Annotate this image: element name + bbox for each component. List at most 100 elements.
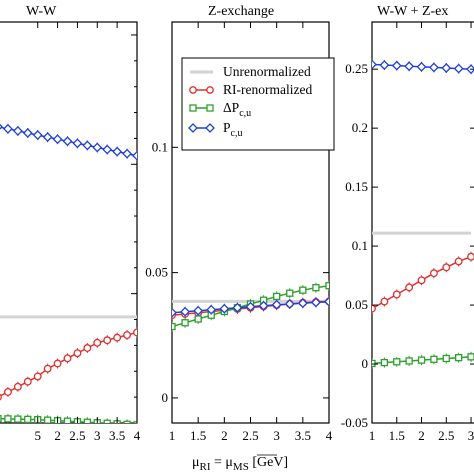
data-point <box>93 338 102 347</box>
data-point <box>52 134 63 145</box>
data-point <box>194 315 202 323</box>
data-point <box>193 305 204 316</box>
x-tick-label: 3.5 <box>295 428 311 443</box>
data-point <box>392 290 401 299</box>
legend-marker-delta-a <box>189 104 197 112</box>
x-tick-label: 1 <box>369 428 376 443</box>
data-point <box>284 299 295 309</box>
x-tick-label: 2 <box>418 428 425 443</box>
panel-wwz-title: W-W + Z-ex <box>377 4 448 19</box>
data-point <box>132 150 137 161</box>
data-point <box>273 292 281 301</box>
data-point <box>455 354 463 362</box>
data-point <box>393 358 401 366</box>
y-tick-label: 0.05 <box>345 297 368 312</box>
x-tick-label: 1 <box>169 428 176 443</box>
x-tick-label: 2.5 <box>438 428 454 443</box>
panel-ww-title: W-W <box>26 4 57 19</box>
panel-z-title: Z-exchange <box>208 4 274 19</box>
data-point <box>3 123 13 134</box>
x-tick-label: 5 <box>34 428 41 443</box>
data-point <box>83 344 92 352</box>
y-tick-label: 0.1 <box>352 238 368 253</box>
data-point <box>417 356 426 364</box>
data-point <box>83 418 92 423</box>
legend-label-p: Pc,u <box>223 120 242 139</box>
data-point <box>467 353 474 361</box>
data-point <box>286 289 294 297</box>
legend: Unrenormalized RI-renormalized ΔPc,u Pc,… <box>181 57 335 151</box>
legend-marker-p-b <box>205 123 215 133</box>
data-point <box>454 257 463 266</box>
y-tick-label: 0.2 <box>352 120 368 135</box>
panel-ww-frame <box>0 21 138 424</box>
data-point <box>123 420 131 423</box>
data-point <box>428 62 439 73</box>
data-point <box>441 63 452 73</box>
legend-marker-ri-a <box>189 86 197 94</box>
data-point <box>181 319 189 327</box>
data-point <box>103 336 112 345</box>
data-point <box>380 358 389 367</box>
legend-label-unrenormalized: Unrenormalized <box>223 64 311 79</box>
x-tick-label: 2.5 <box>242 428 258 443</box>
data-point <box>4 415 12 423</box>
data-point <box>405 283 414 292</box>
legend-marker-delta-b <box>206 104 214 112</box>
data-point <box>12 125 23 136</box>
data-point <box>206 304 217 315</box>
data-point <box>391 60 402 71</box>
data-point <box>0 393 2 401</box>
panel-0-series <box>0 123 137 423</box>
data-point <box>133 328 137 337</box>
data-point <box>442 354 450 363</box>
data-point <box>53 359 62 368</box>
data-point <box>232 302 243 313</box>
data-point <box>430 355 438 363</box>
data-point <box>245 301 256 312</box>
data-point <box>172 322 176 331</box>
panel-2-series <box>372 59 474 369</box>
data-point <box>467 252 474 261</box>
data-point <box>324 296 329 307</box>
data-point <box>416 61 427 72</box>
data-point <box>82 140 93 151</box>
legend-marker-ri-b <box>206 86 214 94</box>
y-tick-label: -0.05 <box>341 415 368 430</box>
data-point <box>372 59 377 70</box>
data-point <box>133 421 137 423</box>
data-point <box>219 303 230 314</box>
data-point <box>24 415 32 423</box>
data-point <box>63 354 72 363</box>
data-point <box>417 276 426 285</box>
data-point <box>405 357 413 365</box>
data-point <box>112 146 123 157</box>
data-point <box>404 61 415 72</box>
data-point <box>122 148 132 159</box>
data-point <box>453 63 464 74</box>
data-point <box>372 304 376 313</box>
y-tick-label: 0.05 <box>145 265 168 280</box>
x-tick-label: 3 <box>273 428 280 443</box>
data-point <box>63 417 72 423</box>
y-tick-label: 0.25 <box>345 61 368 76</box>
x-tick-label: 3.5 <box>109 428 125 443</box>
x-tick-label: 3 <box>468 428 474 443</box>
data-point <box>72 138 83 149</box>
x-tick-label: 1.5 <box>190 428 206 443</box>
panel-wwz-frame <box>371 21 474 424</box>
data-point <box>172 307 177 318</box>
y-tick-label: 0.15 <box>345 179 368 194</box>
y-tick-label: 0.1 <box>152 139 168 154</box>
x-tick-label: 2.5 <box>69 428 85 443</box>
data-point <box>73 349 82 358</box>
data-point <box>442 263 451 272</box>
x-tick-label: 1.5 <box>389 428 405 443</box>
data-point <box>297 298 308 309</box>
data-point <box>271 299 282 310</box>
data-point <box>380 297 389 306</box>
data-point <box>43 416 52 423</box>
x-tick-label: 4 <box>326 428 333 443</box>
data-point <box>102 144 113 155</box>
